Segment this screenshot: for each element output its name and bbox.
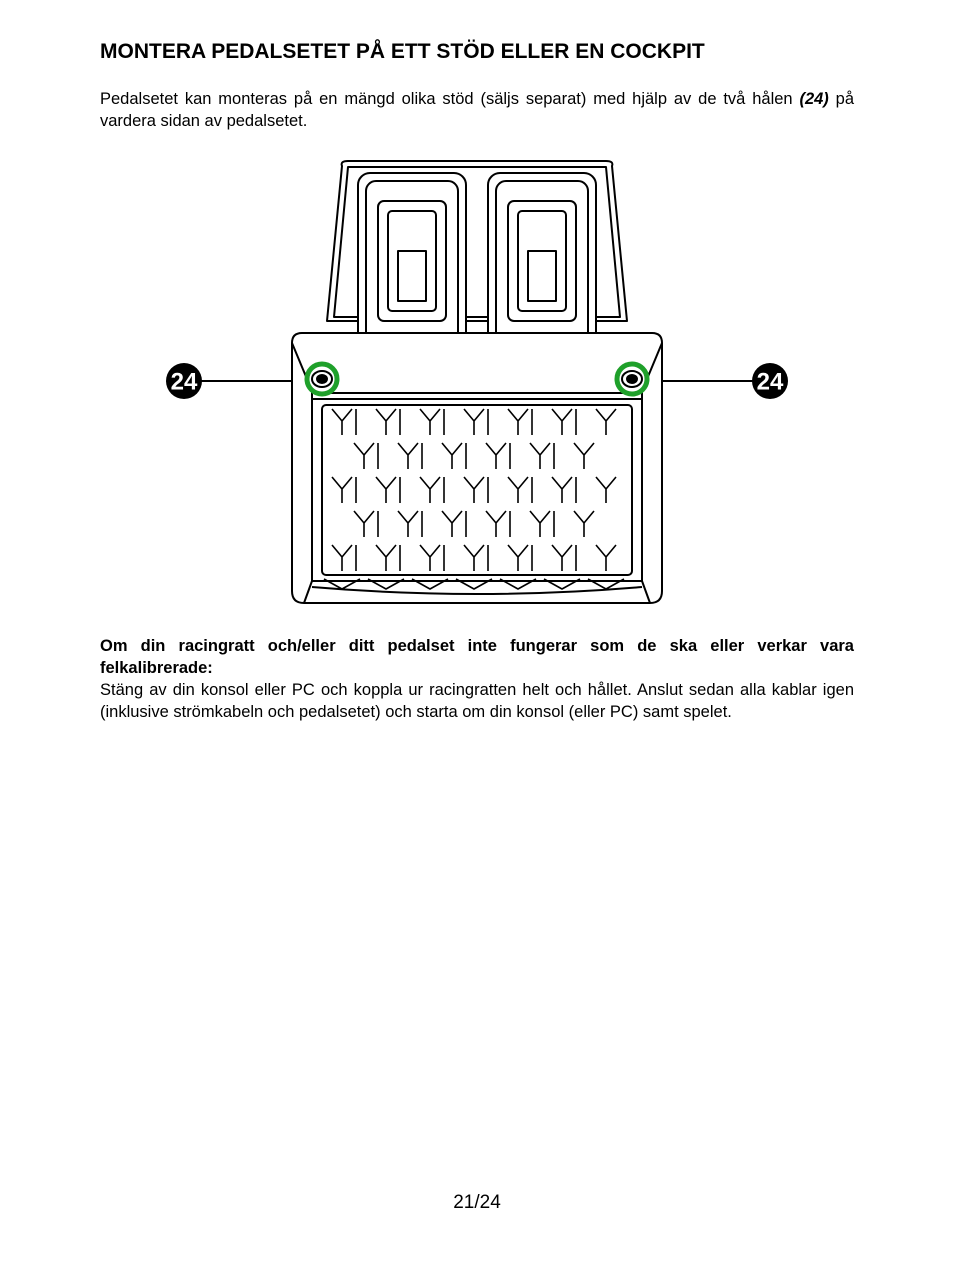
section-heading: MONTERA PEDALSETET PÅ ETT STÖD ELLER EN …	[100, 40, 854, 64]
callout-number-left: 24	[171, 368, 198, 395]
callout-number-right: 24	[757, 368, 784, 395]
callout-badge-right: 24	[752, 363, 788, 399]
intro-callout-ref: (24)	[799, 90, 828, 108]
intro-text-1: Pedalsetet kan monteras på en mängd olik…	[100, 90, 799, 108]
pedal-diagram: 24 24	[162, 151, 792, 611]
troubleshoot-body: Stäng av din konsol eller PC och koppla …	[100, 679, 854, 724]
figure-container: 24 24	[100, 151, 854, 611]
callout-badge-left: 24	[166, 363, 202, 399]
page-number: 21/24	[0, 1192, 954, 1214]
intro-paragraph: Pedalsetet kan monteras på en mängd olik…	[100, 88, 854, 133]
pedal-set-illustration	[292, 161, 662, 603]
troubleshoot-heading: Om din racingratt och/eller ditt pedalse…	[100, 635, 854, 680]
